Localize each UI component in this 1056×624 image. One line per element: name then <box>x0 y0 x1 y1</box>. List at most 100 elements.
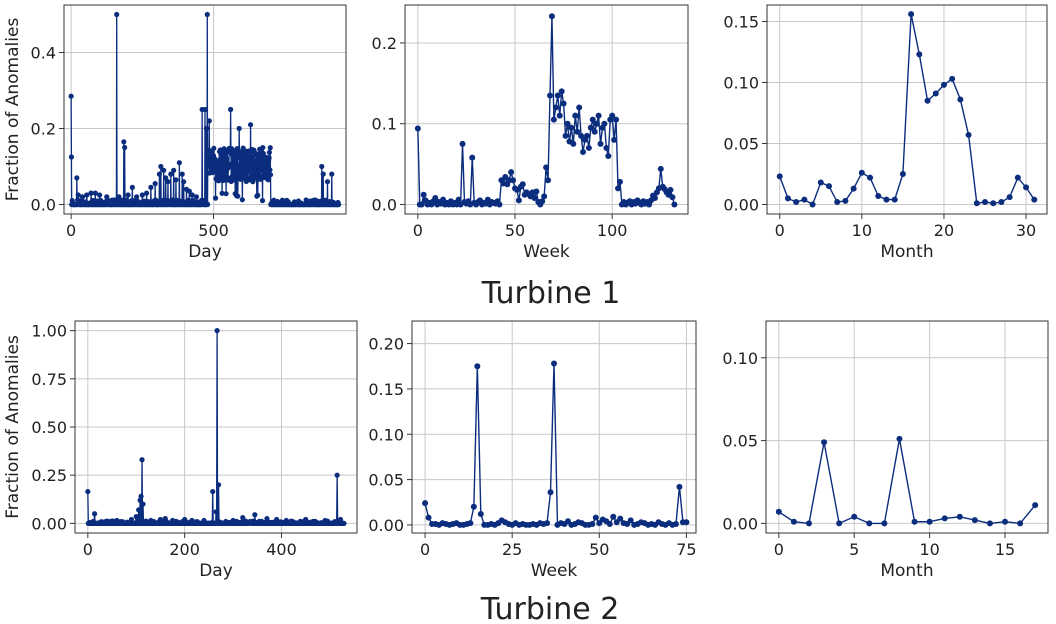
data-point <box>230 175 237 181</box>
data-point <box>551 360 557 367</box>
data-point <box>611 136 618 143</box>
data-point <box>168 171 174 177</box>
data-point <box>547 489 554 496</box>
data-point <box>469 154 476 161</box>
data-point <box>867 174 874 181</box>
data-point <box>224 156 230 162</box>
data-point <box>148 184 154 190</box>
data-point <box>122 144 128 151</box>
data-point <box>140 501 146 507</box>
data-point <box>228 106 234 113</box>
y-tick-label: 0.4 <box>31 44 56 63</box>
x-tick-label: 0 <box>83 540 93 559</box>
series-line <box>424 362 687 526</box>
data-point <box>683 519 690 526</box>
x-tick-label: 10 <box>919 540 939 559</box>
chart-t2-month: 0 5 10 15 0.00 0.05 0.10 Month <box>722 320 1049 581</box>
data-point <box>256 152 262 158</box>
data-point <box>572 112 579 119</box>
data-point <box>496 201 503 208</box>
y-tick-label: 0.1 <box>372 115 397 134</box>
series-t1-week <box>414 13 678 208</box>
data-point <box>627 517 634 524</box>
data-point <box>531 195 538 202</box>
data-point <box>615 185 622 192</box>
data-point <box>266 149 272 156</box>
data-point <box>775 508 782 515</box>
data-point <box>508 169 515 176</box>
data-point <box>875 192 882 199</box>
axes-frame <box>765 320 1049 534</box>
data-point <box>459 140 466 147</box>
axes-frame <box>404 4 689 215</box>
data-point <box>533 188 540 195</box>
data-point <box>556 112 563 119</box>
data-point <box>425 514 432 521</box>
data-point <box>585 144 592 151</box>
data-point <box>568 124 575 131</box>
data-point <box>836 520 843 527</box>
data-point <box>1006 194 1013 201</box>
data-point <box>589 521 596 528</box>
data-point <box>267 145 273 151</box>
data-point <box>1002 518 1009 525</box>
data-point <box>260 144 266 151</box>
data-point <box>235 193 241 199</box>
y-tick-label: 0.05 <box>722 432 758 451</box>
data-point <box>576 104 583 111</box>
x-axis-label: Month <box>880 242 933 262</box>
data-point <box>455 196 462 203</box>
y-axis-label: Fraction of Anomalies <box>3 335 23 519</box>
x-tick-label: 75 <box>676 540 696 559</box>
y-tick-label: 0.20 <box>368 335 404 354</box>
data-point <box>215 166 221 172</box>
x-axis-label: Week <box>523 242 570 262</box>
x-axis-label: Day <box>188 242 222 262</box>
x-tick-label: 25 <box>502 540 522 559</box>
data-point <box>850 185 857 192</box>
data-point <box>259 198 266 204</box>
y-tick-label: 0.10 <box>723 73 759 92</box>
y-tick-label: 0.10 <box>722 349 758 368</box>
x-tick-label: 0 <box>774 540 784 559</box>
data-point <box>597 140 604 147</box>
y-tick-label: 0.05 <box>368 471 404 490</box>
data-point <box>414 125 421 132</box>
data-point <box>657 165 664 172</box>
data-point <box>265 162 271 168</box>
data-point <box>420 191 427 198</box>
data-point <box>133 514 139 520</box>
data-point <box>669 194 676 201</box>
data-point <box>139 457 145 463</box>
data-point <box>671 201 678 208</box>
data-point <box>206 118 212 124</box>
data-point <box>562 132 569 139</box>
data-point <box>320 171 326 177</box>
data-point <box>613 116 620 123</box>
data-point <box>940 81 947 88</box>
data-point <box>801 196 808 203</box>
data-point <box>899 170 906 177</box>
data-point <box>554 92 561 99</box>
y-tick-label: 0.15 <box>723 12 759 31</box>
data-point <box>329 171 335 177</box>
data-point <box>214 328 220 334</box>
data-point <box>163 175 169 181</box>
x-axis-label: Month <box>880 561 933 581</box>
data-point <box>319 163 325 170</box>
data-point <box>926 518 933 525</box>
data-point <box>982 199 989 206</box>
data-point <box>911 518 918 525</box>
data-point <box>264 515 270 522</box>
data-point <box>418 201 425 208</box>
data-point <box>1017 520 1024 527</box>
data-point <box>231 165 237 171</box>
data-point <box>550 116 557 123</box>
data-point <box>519 181 526 188</box>
chart-t2-day: 0 200 400 0.00 0.25 0.50 0.75 1.00 Day Fraction o… <box>3 320 358 581</box>
data-point <box>171 167 177 173</box>
data-point <box>580 148 587 155</box>
y-tick-label: 0.05 <box>723 134 759 153</box>
data-point <box>601 120 608 127</box>
series-t2-day <box>85 328 347 526</box>
